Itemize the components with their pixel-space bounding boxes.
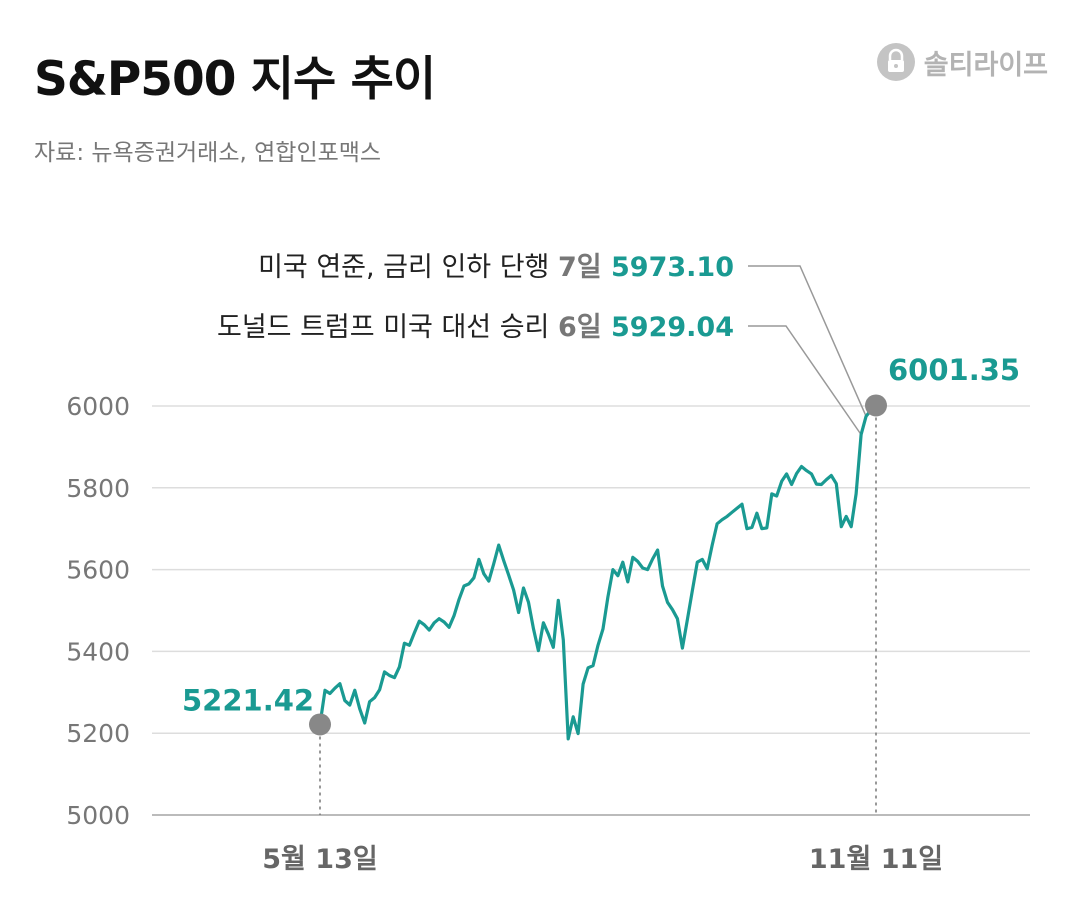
event-text-0: 미국 연준, 금리 인하 단행 [258,252,558,283]
event-annotation-0: 미국 연준, 금리 인하 단행 7일 5973.10 [258,252,734,283]
event-day-0: 7일 [558,252,611,283]
page-title: S&P500 지수 추이 [34,52,436,107]
event-annotation-1: 도널드 트럼프 미국 대선 승리 6일 5929.04 [217,312,734,343]
event-value-0: 5973.10 [611,252,734,283]
ytick-label-5000: 5000 [66,801,130,830]
end-marker [865,394,887,417]
event-leader-line-1 [748,325,862,436]
xtick-label-1: 11월 11일 [809,844,943,875]
start-value-label: 5221.42 [182,683,314,717]
brand-lock-icon [876,43,915,81]
ytick-label-6000: 6000 [66,392,130,421]
xtick-label-0: 5월 13일 [262,844,377,875]
event-text-1: 도널드 트럼프 미국 대선 승리 [217,312,558,343]
ytick-label-5600: 5600 [66,556,130,585]
brand-name: 솔티라이프 [923,49,1048,81]
end-value-label: 6001.35 [888,353,1020,387]
event-day-1: 6일 [558,312,611,343]
ytick-label-5800: 5800 [66,474,130,503]
event-value-1: 5929.04 [611,312,734,343]
start-marker [309,713,331,736]
source-note: 자료: 뉴욕증권거래소, 연합인포맥스 [34,140,382,166]
ytick-label-5200: 5200 [66,719,130,748]
event-leader-line-0 [748,265,867,417]
series-line-sp500 [318,403,878,741]
ytick-label-5400: 5400 [66,637,130,666]
brand-logo: 솔티라이프 [876,42,1048,82]
